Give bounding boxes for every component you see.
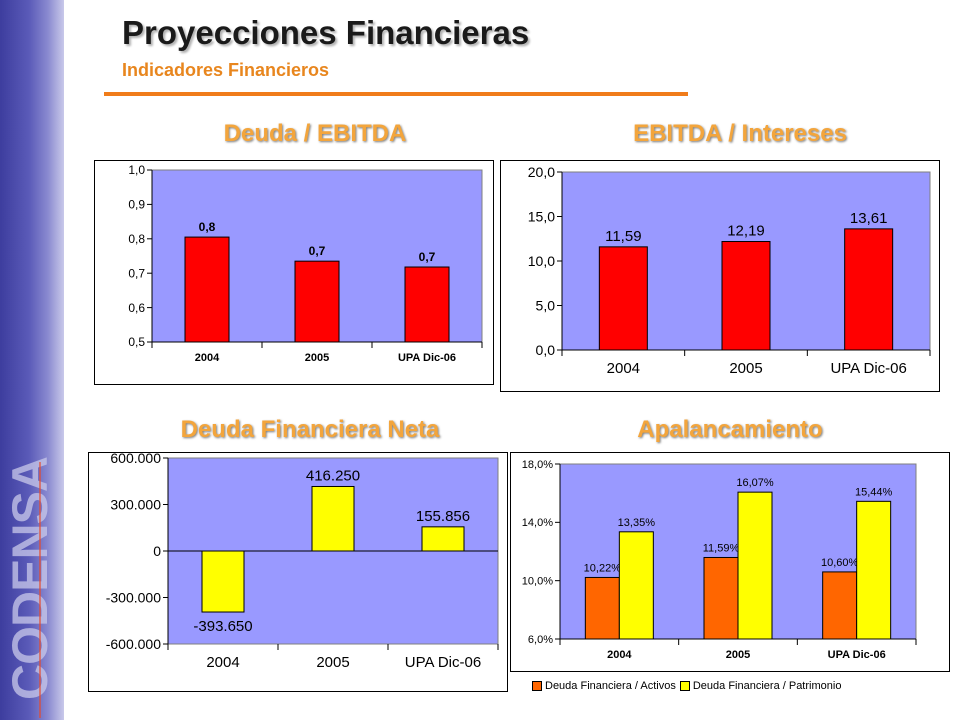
y-tick-label: 0,7 bbox=[128, 266, 145, 280]
y-tick-label: 20,0 bbox=[528, 164, 555, 180]
y-tick-label: 0,8 bbox=[128, 232, 145, 246]
chart-title-deuda-financiera-neta: Deuda Financiera Neta bbox=[180, 416, 440, 443]
data-label: 12,19 bbox=[727, 223, 765, 240]
data-label: 416.250 bbox=[306, 467, 360, 484]
bar bbox=[421, 526, 465, 552]
data-label: 16,07% bbox=[736, 477, 774, 489]
chart-frame bbox=[510, 452, 950, 672]
y-tick-label: 300.000 bbox=[110, 496, 161, 512]
legend-swatch-activos bbox=[532, 681, 542, 691]
y-tick-label: 600.000 bbox=[110, 450, 161, 466]
bar bbox=[844, 228, 894, 351]
y-tick-label: -300.000 bbox=[106, 589, 161, 605]
bar bbox=[598, 246, 648, 351]
chart-frame bbox=[94, 160, 494, 385]
legend-label-activos: Deuda Financiera / Activos bbox=[545, 680, 676, 692]
page-subtitle: Indicadores Financieros bbox=[122, 60, 330, 80]
data-label: 11,59 bbox=[605, 228, 641, 245]
chart-title-ebitda-intereses: EBITDA / Intereses bbox=[633, 120, 847, 147]
x-category-label: 2004 bbox=[195, 352, 220, 364]
legend-label-patrimonio: Deuda Financiera / Patrimonio bbox=[692, 680, 842, 692]
bar bbox=[721, 241, 771, 351]
y-tick-label: 0,0 bbox=[536, 342, 556, 358]
bar bbox=[737, 491, 773, 640]
bar bbox=[856, 500, 892, 640]
y-tick-label: 0 bbox=[153, 543, 161, 559]
y-tick-label: -600.000 bbox=[106, 636, 161, 652]
y-tick-label: 1,0 bbox=[128, 163, 145, 177]
data-label: 0,7 bbox=[419, 250, 436, 264]
chart-ebitda-intereses: 20,0 15,0 10,0 5,0 0,0 2004 2005 UPA Dic-06 11,5… bbox=[500, 160, 940, 392]
legend-item-activos: Deuda Financiera / Activos bbox=[532, 680, 676, 692]
bar bbox=[311, 485, 355, 552]
x-category-label: UPA Dic-06 bbox=[830, 360, 906, 377]
data-label: 15,44% bbox=[855, 486, 893, 498]
chart-title-deuda-ebitda: Deuda / EBITDA bbox=[223, 120, 407, 147]
legend-swatch-patrimonio bbox=[679, 681, 690, 691]
y-tick-label: 18,0% bbox=[522, 459, 553, 471]
bar bbox=[822, 571, 858, 640]
bar bbox=[584, 576, 620, 640]
x-category-label: UPA Dic-06 bbox=[828, 649, 886, 661]
y-tick-label: 0,6 bbox=[128, 301, 145, 315]
codensa-logo: CODENSA bbox=[2, 457, 58, 718]
data-label: 0,8 bbox=[199, 220, 216, 234]
x-category-label: UPA Dic-06 bbox=[405, 654, 481, 671]
data-label: 10,60% bbox=[821, 557, 859, 569]
chart-apalancamiento-legend: Deuda Financiera / Activos Deuda Financi… bbox=[532, 677, 841, 695]
y-tick-label: 0,9 bbox=[128, 198, 145, 212]
data-label: 11,59% bbox=[703, 542, 740, 554]
chart-apalancamiento: 18,0% 14,0% 10,0% 6,0% 2004 2005 UPA Dic-06 10,… bbox=[510, 452, 950, 672]
bar bbox=[404, 266, 450, 343]
bar bbox=[201, 550, 245, 613]
x-category-label: 2005 bbox=[729, 360, 762, 377]
y-tick-label: 5,0 bbox=[536, 297, 556, 313]
page-title: Proyecciones Financieras bbox=[122, 14, 530, 51]
data-label: 13,35% bbox=[618, 517, 656, 529]
chart-deuda-financiera-neta: 600.000 300.000 0 -300.000 -600.000 2004 2005 U… bbox=[88, 450, 508, 692]
y-tick-label: 14,0% bbox=[522, 517, 553, 529]
bar bbox=[294, 260, 340, 343]
y-tick-label: 6,0% bbox=[528, 634, 553, 646]
y-tick-label: 15,0 bbox=[528, 208, 555, 224]
bar bbox=[184, 236, 230, 343]
data-label: -393.650 bbox=[193, 618, 252, 635]
chart-frame bbox=[88, 452, 508, 692]
data-label: 13,61 bbox=[850, 210, 888, 227]
x-category-label: UPA Dic-06 bbox=[398, 352, 456, 364]
x-category-label: 2004 bbox=[607, 360, 640, 377]
x-category-label: 2004 bbox=[206, 654, 239, 671]
chart-frame bbox=[500, 160, 940, 392]
x-category-label: 2004 bbox=[607, 649, 632, 661]
data-label: 0,7 bbox=[309, 244, 326, 258]
svg-text:CODENSA: CODENSA bbox=[2, 457, 58, 700]
data-label: 10,22% bbox=[584, 562, 622, 574]
y-tick-label: 10,0 bbox=[528, 253, 555, 269]
y-tick-label: 0,5 bbox=[128, 335, 145, 349]
x-category-label: 2005 bbox=[316, 654, 349, 671]
bar bbox=[618, 531, 654, 640]
x-category-label: 2005 bbox=[305, 352, 329, 364]
data-label: 155.856 bbox=[416, 508, 470, 525]
side-brand-band bbox=[0, 0, 64, 720]
y-tick-label: 10,0% bbox=[522, 576, 553, 588]
title-underline bbox=[104, 92, 688, 96]
legend-item-patrimonio: Deuda Financiera / Patrimonio bbox=[679, 680, 842, 692]
chart-title-apalancamiento: Apalancamiento bbox=[637, 416, 823, 443]
bar bbox=[703, 556, 739, 640]
chart-deuda-ebitda: 1,0 0,9 0,8 0,7 0,6 0,5 2004 2005 UPA Dic-06 0,8 0… bbox=[94, 160, 494, 385]
x-category-label: 2005 bbox=[726, 649, 750, 661]
